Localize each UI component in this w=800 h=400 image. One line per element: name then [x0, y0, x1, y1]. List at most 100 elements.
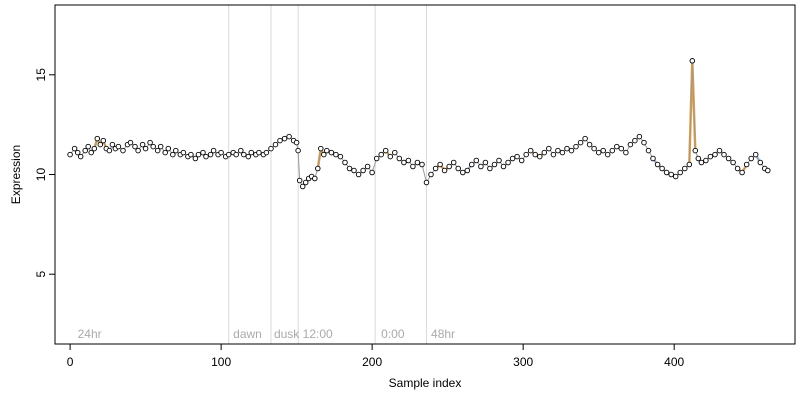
data-point [296, 177, 303, 184]
x-tick-label: 300 [513, 355, 533, 369]
data-point [527, 147, 534, 154]
data-point [299, 183, 306, 190]
data-point [135, 147, 141, 154]
data-point [210, 147, 217, 154]
region-dividers [228, 5, 428, 344]
data-point [315, 165, 321, 172]
data-point [573, 143, 579, 150]
data-point [641, 139, 647, 146]
data-point [272, 141, 279, 148]
data-point [369, 169, 375, 176]
series-line [69, 60, 769, 188]
data-point [256, 149, 262, 156]
data-point [192, 155, 199, 162]
region-label: dawn [233, 327, 262, 341]
data-point [582, 135, 588, 142]
data-point [346, 165, 353, 172]
data-point [546, 145, 552, 152]
data-point [150, 143, 156, 150]
data-point [692, 147, 699, 154]
data-point [74, 149, 81, 156]
data-point [437, 161, 443, 168]
data-point [97, 141, 104, 148]
data-point [663, 169, 670, 176]
data-point [752, 151, 759, 158]
data-point [94, 135, 101, 142]
data-point [203, 153, 209, 160]
x-axis: 0 100 200 300 400 [67, 343, 685, 369]
data-point [333, 151, 339, 158]
y-axis: 5 10 15 [34, 68, 56, 278]
data-point [532, 151, 538, 158]
data-point [77, 153, 84, 160]
data-point [654, 161, 661, 168]
data-point [321, 151, 327, 158]
data-point [405, 157, 412, 164]
data-point [188, 151, 194, 158]
data-point [725, 155, 732, 162]
data-point [293, 139, 300, 146]
data-point [500, 163, 507, 170]
data-point [604, 151, 611, 158]
data-point [106, 147, 113, 154]
data-point [180, 149, 187, 156]
data-point [423, 179, 430, 186]
data-point [695, 155, 702, 162]
series-lines [69, 60, 769, 188]
data-point [337, 153, 344, 160]
data-point [162, 149, 168, 156]
data-point [82, 147, 88, 154]
data-point [100, 137, 107, 144]
data-point [88, 149, 94, 156]
data-point [689, 58, 696, 64]
data-point [748, 155, 754, 162]
data-point [318, 145, 324, 152]
data-point [263, 149, 270, 156]
region-label: dusk [274, 327, 300, 341]
data-point [268, 145, 274, 152]
data-point [659, 165, 665, 172]
x-tick-label: 0 [67, 355, 74, 369]
data-points [67, 58, 771, 190]
data-point [165, 145, 172, 152]
data-point [120, 147, 126, 154]
region-labels: 24hr dawn dusk 12:00 0:00 48hr [78, 327, 455, 341]
data-point [71, 145, 78, 152]
data-point [132, 143, 138, 150]
data-point [682, 165, 688, 172]
data-point [200, 149, 206, 156]
data-point [523, 151, 529, 158]
data-point [686, 161, 693, 168]
data-point [115, 143, 122, 150]
data-point [623, 149, 629, 156]
data-point [387, 153, 394, 160]
data-point [564, 145, 570, 152]
data-point [351, 167, 357, 174]
data-point [487, 165, 493, 172]
data-point [401, 159, 407, 166]
data-point [645, 147, 652, 154]
region-label: 12:00 [303, 327, 333, 341]
data-point [85, 143, 91, 150]
data-point [154, 147, 161, 154]
data-point [707, 153, 714, 160]
data-point [355, 171, 362, 178]
data-point [281, 135, 288, 142]
data-point [464, 167, 471, 174]
data-point [609, 147, 616, 154]
data-point [91, 145, 98, 152]
region-label: 0:00 [381, 327, 405, 341]
data-point [703, 157, 709, 164]
data-point [460, 169, 466, 176]
data-point [455, 165, 461, 172]
data-point [721, 151, 727, 158]
data-point [668, 171, 674, 178]
data-point [173, 147, 179, 154]
data-point [632, 137, 638, 144]
data-point [382, 147, 389, 154]
data-point [482, 159, 489, 166]
data-point [677, 169, 683, 176]
data-point [428, 171, 434, 178]
data-point [491, 161, 498, 168]
